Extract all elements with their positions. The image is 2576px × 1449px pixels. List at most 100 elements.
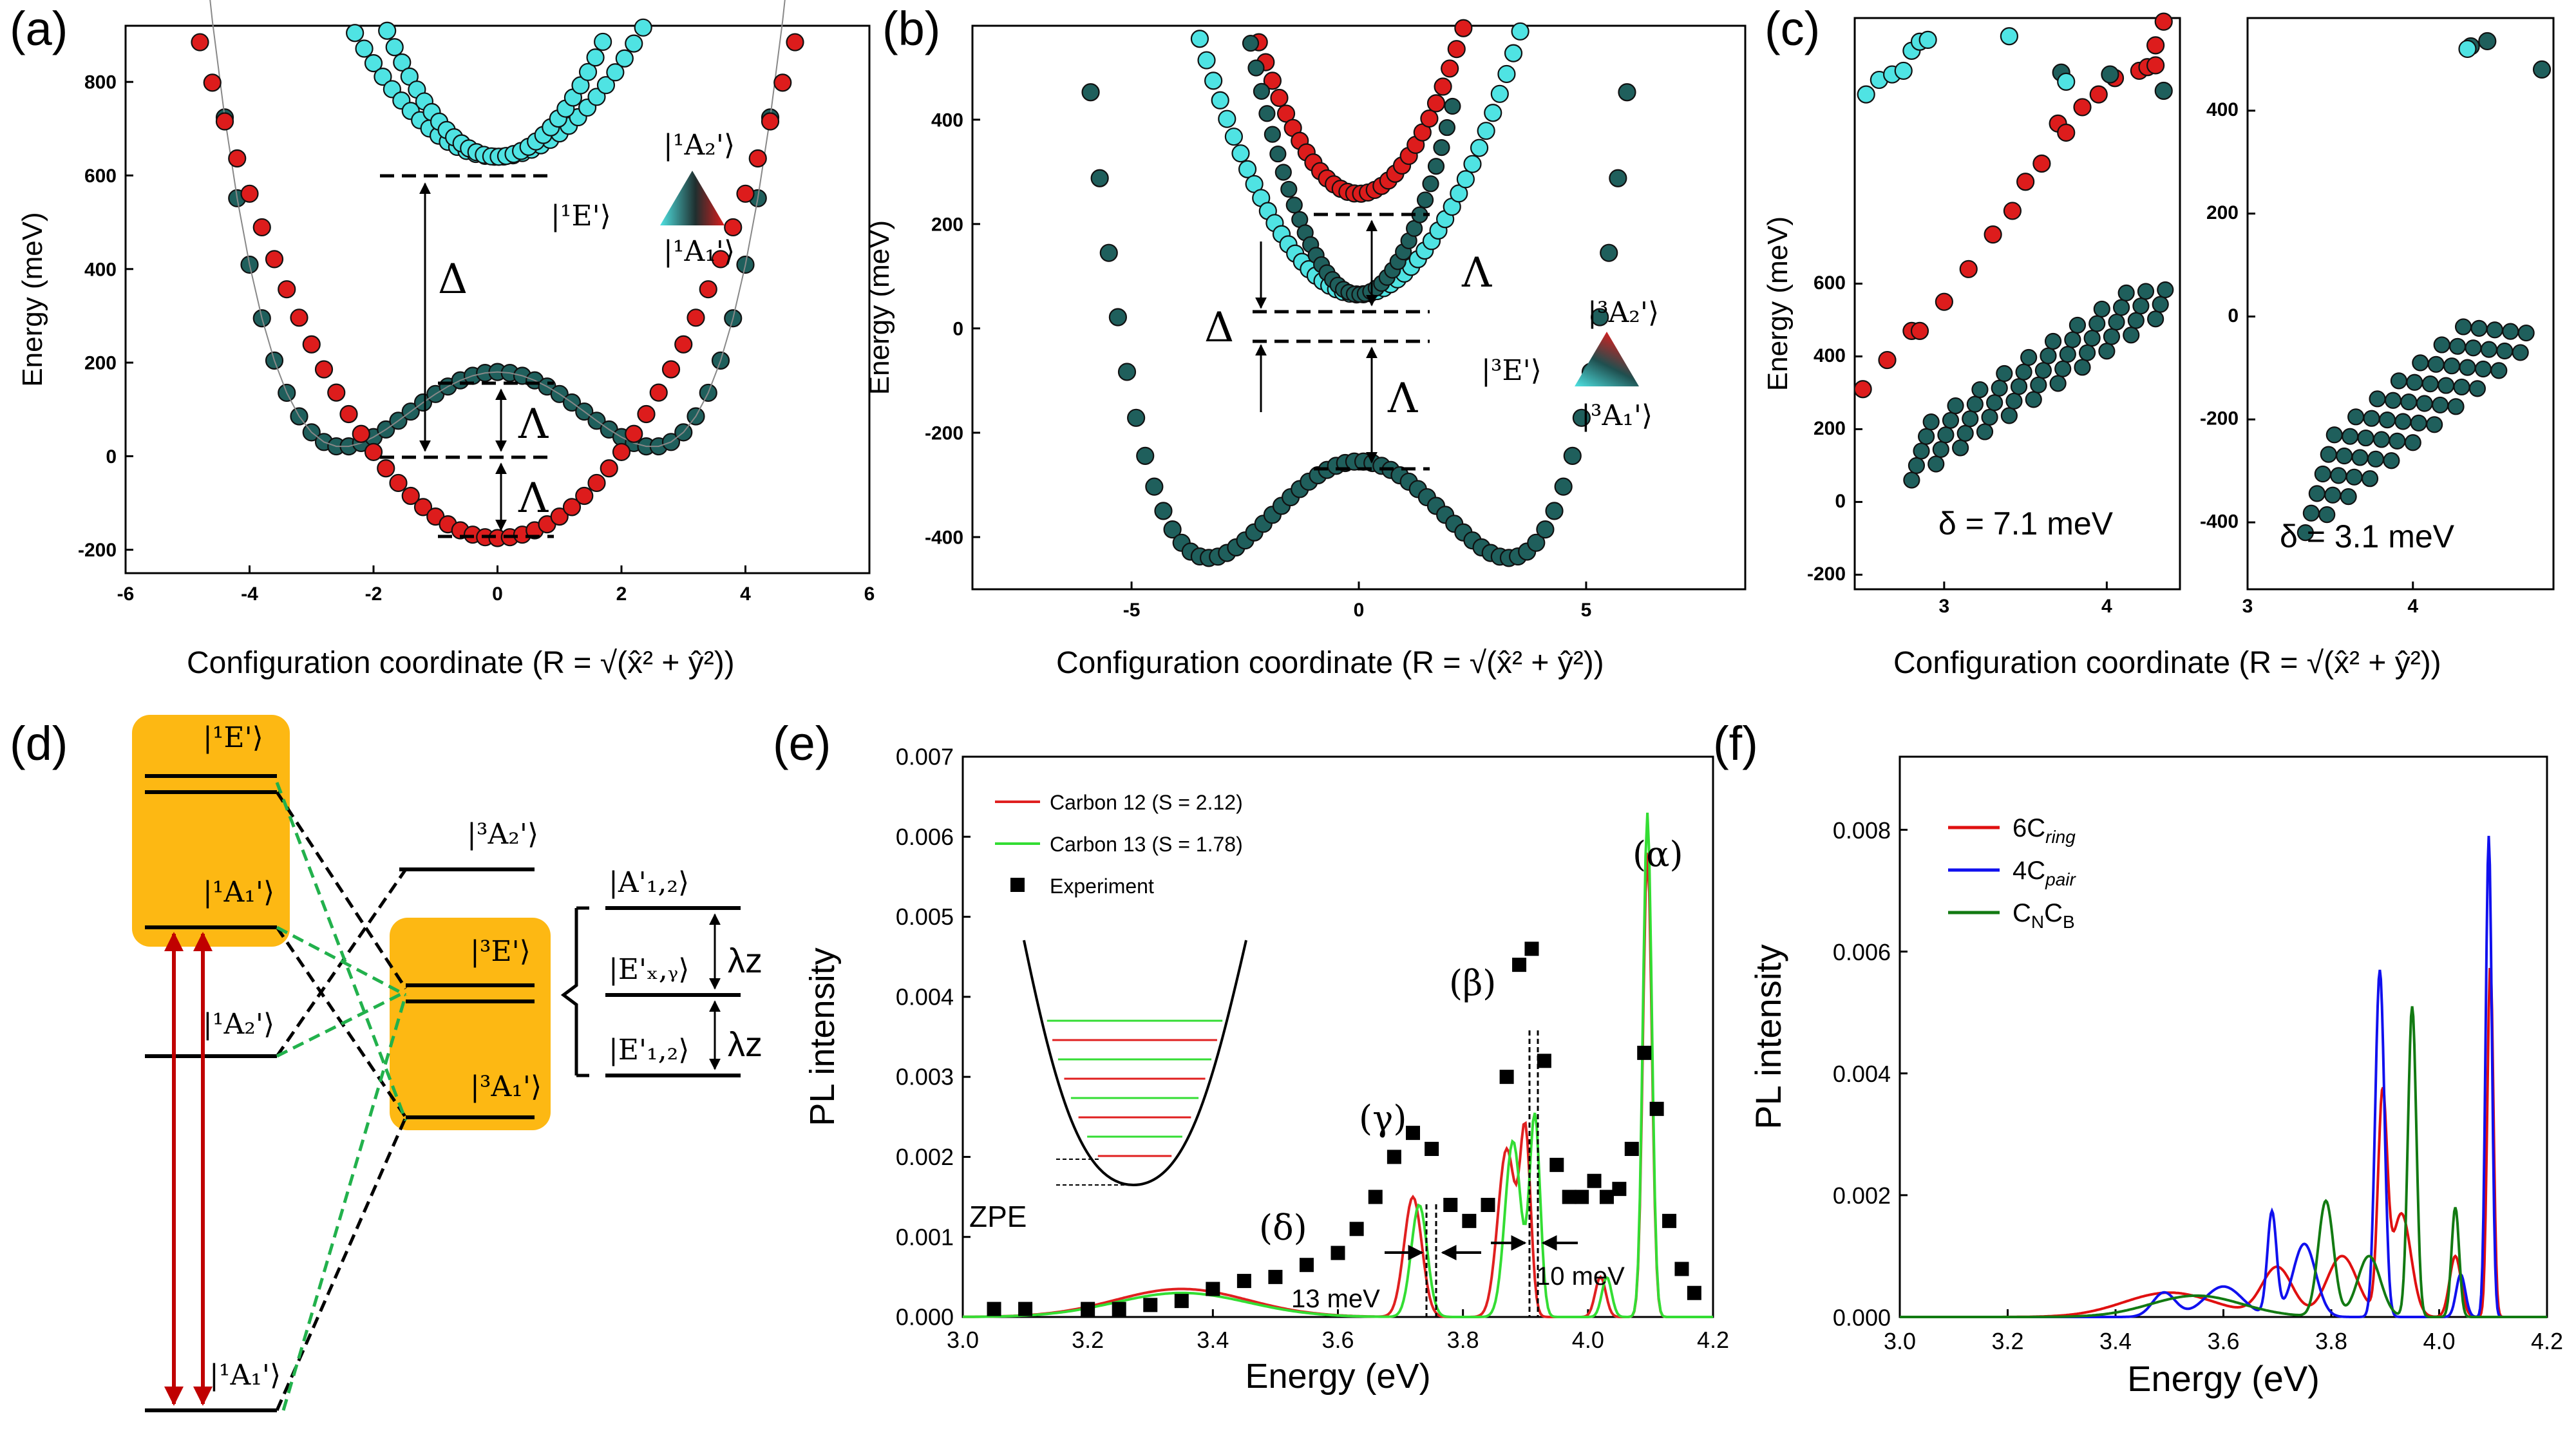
data-point [586, 48, 605, 67]
data-point [562, 498, 582, 516]
y-tick-label: -200 [1807, 564, 1846, 585]
data-point [1913, 442, 1930, 460]
series-line-1 [1900, 835, 2547, 1318]
data-point [1081, 83, 1100, 102]
data-point [1438, 118, 1456, 137]
peak-gamma: (γ) [1359, 1098, 1406, 1139]
x-tick-label: 3.8 [2315, 1328, 2347, 1354]
data-point [550, 507, 569, 526]
delta-value-c1: δ = 7.1 meV [1938, 506, 2114, 542]
data-point [2137, 283, 2155, 300]
data-point [346, 24, 365, 43]
data-point [2458, 39, 2477, 59]
data-point [2016, 173, 2035, 191]
x-axis-label: Energy (eV) [1245, 1357, 1430, 1396]
data-point [228, 149, 247, 168]
data-point [2389, 432, 2406, 450]
panel-label-e: (e) [773, 717, 831, 770]
data-point [1962, 410, 1979, 428]
data-point [2496, 342, 2514, 360]
y-tick-label: 0.004 [896, 983, 954, 1010]
data-point [2490, 362, 2508, 379]
experiment-point [1174, 1294, 1189, 1309]
data-point [1857, 85, 1875, 104]
data-point [1996, 365, 2013, 383]
experiment-point [1549, 1157, 1564, 1172]
y-tick-label: 0.003 [896, 1064, 954, 1090]
data-point [1918, 428, 1935, 445]
data-point [1511, 22, 1530, 41]
legend-e: |³E'⟩ [1481, 354, 1542, 387]
data-point [575, 486, 594, 506]
data-point [1416, 191, 1434, 209]
experiment-point [1524, 942, 1539, 956]
data-point [596, 76, 616, 95]
data-point [2127, 312, 2145, 329]
data-point [1984, 225, 2002, 244]
data-point [2103, 328, 2121, 345]
data-point [252, 218, 271, 237]
data-point [587, 473, 606, 493]
data-point [2132, 297, 2150, 315]
data-point [736, 184, 755, 203]
x-tick-label: 6 [864, 583, 875, 605]
data-point [1918, 30, 1937, 49]
data-point [2406, 374, 2423, 391]
y-tick-label: 0.001 [896, 1224, 954, 1250]
x-tick-label: 3.2 [1072, 1327, 1104, 1353]
y-tick-label: 0.007 [896, 744, 954, 770]
data-point [2020, 348, 2038, 366]
data-point [1231, 144, 1250, 163]
data-point [1211, 91, 1229, 109]
data-point [2363, 410, 2380, 427]
data-point [2336, 447, 2353, 465]
label-lambda-z: λz [728, 1025, 762, 1064]
data-point [2049, 375, 2067, 392]
data-point [2308, 485, 2325, 502]
data-point [339, 404, 358, 424]
data-point [2427, 355, 2445, 373]
lambda-label: Λ [518, 475, 549, 522]
data-point [2468, 380, 2486, 397]
data-point [1456, 170, 1475, 189]
y-axis-label: PL intensity [803, 947, 842, 1126]
data-point [1956, 424, 1974, 442]
data-point [2470, 319, 2488, 337]
data-point [1154, 502, 1173, 520]
data-point [2069, 316, 2087, 334]
data-point [2421, 375, 2439, 393]
zpe-label: ZPE [969, 1200, 1027, 1233]
data-point [1932, 440, 1949, 458]
y-tick-label: 600 [1814, 272, 1846, 294]
data-point [1959, 260, 1978, 278]
series-line [209, 0, 786, 448]
experiment-point [1687, 1285, 1701, 1300]
data-point [413, 498, 433, 516]
legend-label: Carbon 12 (S = 2.12) [1050, 791, 1243, 814]
label-1a2: |¹A₂'⟩ [203, 1008, 274, 1041]
data-point [761, 112, 780, 131]
y-tick-label: 0.006 [1833, 939, 1891, 965]
brace-ends [576, 906, 589, 1077]
legend-label: 6Cring [2012, 814, 2076, 847]
data-point [1935, 292, 1953, 311]
experiment-point [1206, 1282, 1220, 1296]
experiment-point [1512, 958, 1527, 972]
delta-label: Δ [1204, 304, 1234, 352]
data-point [2083, 330, 2101, 347]
data-point [2059, 346, 2076, 363]
data-point [1927, 455, 1945, 473]
label-lambda-z: λz [728, 942, 762, 980]
data-point [2367, 450, 2385, 468]
soc-dash [276, 925, 407, 997]
experiment-point [1143, 1298, 1158, 1312]
data-point [1426, 94, 1446, 113]
label-1a1-ground: |¹A₁'⟩ [209, 1359, 281, 1392]
data-point [786, 33, 804, 52]
data-point [2404, 434, 2421, 451]
x-tick-label: 3.8 [1447, 1327, 1479, 1353]
data-point [2347, 408, 2365, 426]
data-point [2064, 331, 2081, 348]
x-tick-label: 3.0 [1884, 1328, 1916, 1354]
data-point [1937, 426, 1955, 444]
